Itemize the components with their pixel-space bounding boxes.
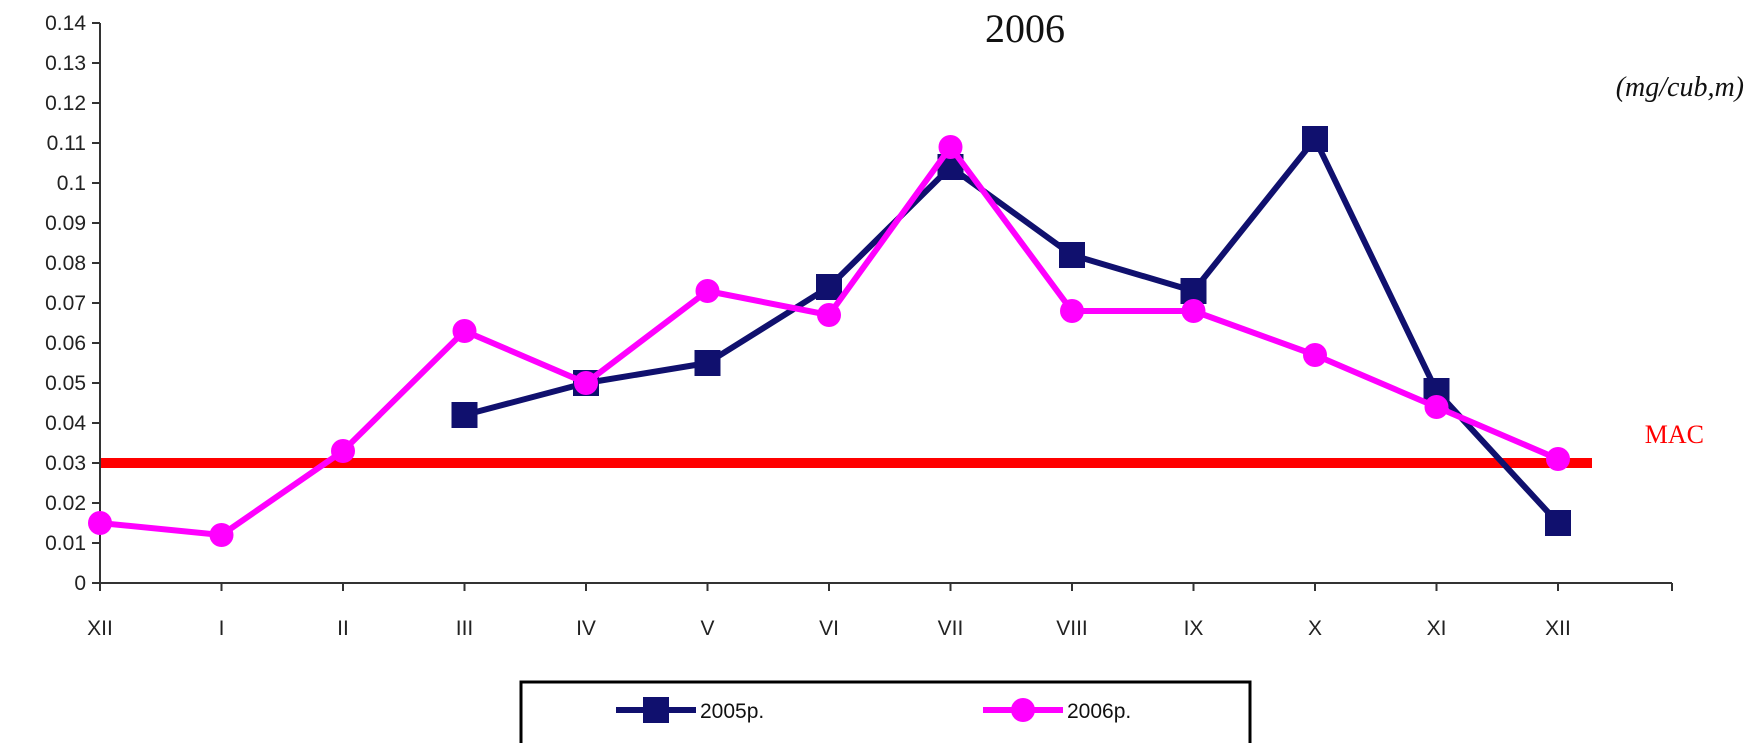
legend: 2005р. 2006р. — [521, 682, 1250, 743]
mac-label: MAC — [1645, 420, 1704, 449]
y-tick-label: 0.02 — [45, 492, 86, 515]
data-point-square — [1059, 242, 1085, 268]
y-tick-label: 0 — [74, 572, 86, 595]
legend-marker-square — [643, 697, 669, 723]
x-tick-label: II — [337, 617, 349, 640]
x-tick-label: VIII — [1056, 617, 1088, 640]
x-tick-label: XII — [87, 617, 113, 640]
x-tick-label: IX — [1184, 617, 1204, 640]
chart-title: 2006 — [985, 6, 1065, 51]
x-tick-label: VI — [819, 617, 839, 640]
x-tick-label: X — [1308, 617, 1322, 640]
x-tick-label: XII — [1545, 617, 1571, 640]
y-tick-label: 0.12 — [45, 92, 86, 115]
data-point-circle — [210, 523, 234, 547]
data-point-square — [1302, 126, 1328, 152]
y-tick-label: 0.05 — [45, 372, 86, 395]
legend-label-2: 2006р. — [1067, 700, 1131, 723]
axes-group: 0 0.01 0.02 0.03 0.04 0.05 0.06 0.07 0.08 0.09 0.1… — [45, 12, 1672, 640]
x-tick-label: IV — [576, 617, 596, 640]
y-tick-label: 0.14 — [45, 12, 86, 35]
y-tick-label: 0.06 — [45, 332, 86, 355]
x-tick-label: XI — [1427, 617, 1447, 640]
x-tick-label: I — [219, 617, 225, 640]
data-point-square — [452, 402, 478, 428]
data-point-circle — [1546, 447, 1570, 471]
x-tick-label: V — [700, 617, 714, 640]
data-point-circle — [1425, 395, 1449, 419]
y-tick-label: 0.09 — [45, 212, 86, 235]
data-point-circle — [88, 511, 112, 535]
data-point-circle — [1060, 299, 1084, 323]
unit-label: (mg/cub,m) — [1616, 72, 1744, 103]
data-point-square — [816, 274, 842, 300]
data-point-square — [695, 350, 721, 376]
y-tick-label: 0.1 — [57, 172, 86, 195]
series-line-2 — [100, 147, 1558, 535]
data-point-circle — [1303, 343, 1327, 367]
x-tick-label: VII — [938, 617, 964, 640]
data-point-circle — [453, 319, 477, 343]
data-point-circle — [696, 279, 720, 303]
y-tick-label: 0.01 — [45, 532, 86, 555]
data-point-circle — [574, 371, 598, 395]
y-tick-label: 0.13 — [45, 52, 86, 75]
y-tick-label: 0.11 — [47, 132, 86, 155]
data-point-circle — [331, 439, 355, 463]
y-tick-label: 0.08 — [45, 252, 86, 275]
data-point-circle — [1182, 299, 1206, 323]
y-tick-label: 0.04 — [45, 412, 86, 435]
legend-label-1: 2005р. — [700, 700, 764, 723]
data-point-circle — [817, 303, 841, 327]
y-tick-label: 0.03 — [45, 452, 86, 475]
data-point-circle — [939, 135, 963, 159]
data-point-square — [1545, 510, 1571, 536]
y-tick-label: 0.07 — [45, 292, 86, 315]
legend-marker-circle — [1011, 698, 1035, 722]
series-group — [88, 126, 1571, 547]
x-tick-label: III — [456, 617, 474, 640]
